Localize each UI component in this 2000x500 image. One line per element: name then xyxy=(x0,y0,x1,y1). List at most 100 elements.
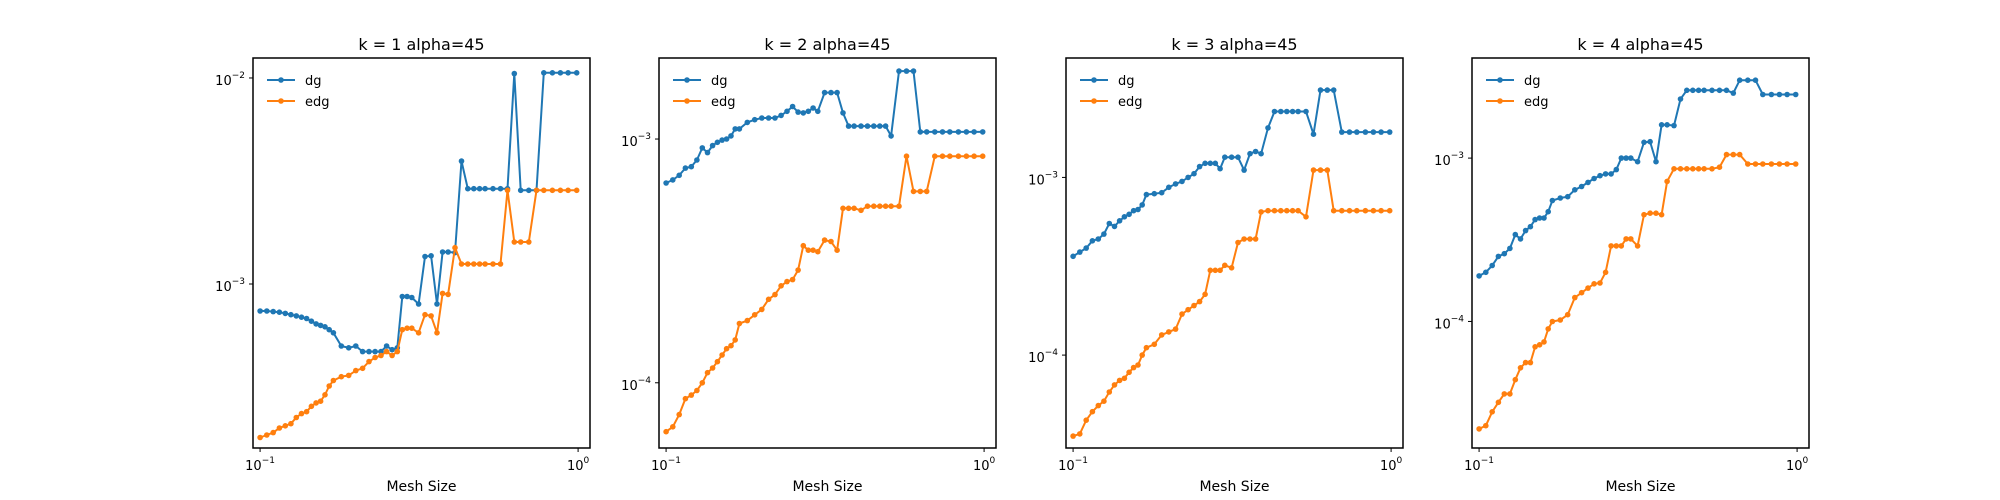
data-point-dg xyxy=(1527,223,1534,230)
data-point-dg xyxy=(923,129,930,135)
data-point-edg xyxy=(330,377,337,384)
data-point-edg xyxy=(1241,236,1247,242)
data-point-edg xyxy=(471,261,477,267)
data-point-dg xyxy=(1116,218,1123,224)
data-point-edg xyxy=(1207,267,1214,274)
data-point-dg xyxy=(1522,227,1529,234)
data-point-edg xyxy=(1476,426,1482,432)
data-point-edg xyxy=(736,320,743,327)
data-point-edg xyxy=(458,261,465,267)
data-point-dg xyxy=(404,293,410,300)
data-point-dg xyxy=(1111,223,1118,230)
data-point-edg xyxy=(1517,365,1524,371)
data-point-edg xyxy=(699,380,706,386)
series-edg xyxy=(1476,151,1799,432)
data-point-dg xyxy=(1330,87,1337,93)
data-point-dg xyxy=(445,249,451,255)
data-point-dg xyxy=(1495,253,1502,260)
x-tick-label: 10−1 xyxy=(1464,456,1494,474)
data-point-dg xyxy=(834,89,840,96)
data-point-dg xyxy=(1536,215,1543,221)
data-point-dg xyxy=(963,129,970,135)
data-point-edg xyxy=(1597,280,1603,286)
data-point-edg xyxy=(688,392,695,398)
data-point-dg xyxy=(293,313,300,319)
data-point-edg xyxy=(353,367,359,374)
data-point-dg xyxy=(415,301,422,307)
data-point-dg xyxy=(399,293,406,300)
series-dg xyxy=(257,70,580,355)
data-point-edg xyxy=(1303,214,1309,220)
data-point-dg xyxy=(511,70,518,77)
data-point-dg xyxy=(1634,158,1641,165)
data-point-edg xyxy=(805,247,812,253)
data-point-edg xyxy=(709,365,716,371)
series-line-dg xyxy=(260,71,577,353)
legend-label-dg: dg xyxy=(711,74,728,89)
data-point-edg xyxy=(1709,166,1715,172)
data-point-dg xyxy=(1247,150,1253,157)
data-point-dg xyxy=(288,311,294,318)
data-point-dg xyxy=(1106,220,1113,227)
data-point-edg xyxy=(573,187,580,194)
y-tick-label: 10−3 xyxy=(1028,170,1058,188)
data-point-edg xyxy=(434,330,440,336)
data-point-edg xyxy=(490,261,496,267)
data-point-edg xyxy=(810,247,816,253)
data-point-dg xyxy=(366,348,372,355)
data-point-edg xyxy=(1776,161,1783,167)
data-point-edg xyxy=(517,239,524,245)
data-point-dg xyxy=(851,123,857,129)
data-point-dg xyxy=(353,343,359,349)
data-point-dg xyxy=(1077,249,1083,255)
data-point-edg xyxy=(1196,298,1203,305)
data-point-edg xyxy=(445,291,451,298)
data-point-dg xyxy=(1752,77,1759,83)
data-point-edg xyxy=(497,261,504,267)
data-point-edg xyxy=(504,187,511,194)
data-point-dg xyxy=(389,346,395,353)
data-point-dg xyxy=(1172,181,1179,187)
data-point-dg xyxy=(1346,129,1353,135)
chart-panel-3: k = 3 alpha=45 10−1 100 10−4 10−3 Mesh Size dg… xyxy=(1028,35,1404,495)
data-point-dg xyxy=(1362,129,1369,135)
data-point-edg xyxy=(955,153,962,159)
data-point-dg xyxy=(1730,90,1737,96)
data-point-dg xyxy=(1179,178,1185,185)
data-point-dg xyxy=(490,185,496,192)
data-point-edg xyxy=(1549,318,1556,325)
data-point-dg xyxy=(1784,91,1790,98)
data-point-edg xyxy=(409,325,415,332)
data-point-dg xyxy=(1723,87,1730,94)
data-point-dg xyxy=(1591,175,1597,182)
data-point-dg xyxy=(573,70,580,76)
data-point-dg xyxy=(476,185,483,192)
data-point-edg xyxy=(533,187,540,194)
data-point-dg xyxy=(434,301,440,307)
data-point-dg xyxy=(1070,253,1076,260)
legend-marker-dg xyxy=(1497,77,1503,83)
data-point-dg xyxy=(1212,160,1219,167)
data-point-edg xyxy=(1252,236,1259,242)
data-point-edg xyxy=(896,203,902,209)
data-point-dg xyxy=(1578,183,1585,190)
chart-title: k = 4 alpha=45 xyxy=(1577,35,1703,54)
data-point-dg xyxy=(1545,208,1551,215)
data-point-edg xyxy=(1608,243,1614,249)
data-point-dg xyxy=(1613,166,1620,173)
data-point-edg xyxy=(828,238,834,245)
data-point-edg xyxy=(1695,166,1702,172)
data-point-dg xyxy=(1284,108,1290,115)
data-point-dg xyxy=(378,348,384,355)
series-dg xyxy=(1070,87,1393,260)
data-point-dg xyxy=(1143,191,1150,198)
data-point-dg xyxy=(1202,160,1208,167)
data-point-edg xyxy=(714,358,721,365)
data-point-edg xyxy=(1083,417,1089,424)
data-point-edg xyxy=(557,187,564,194)
plot-frame xyxy=(658,57,997,449)
data-point-dg xyxy=(1768,91,1775,98)
data-point-dg xyxy=(1608,171,1614,177)
data-point-dg xyxy=(694,157,700,163)
